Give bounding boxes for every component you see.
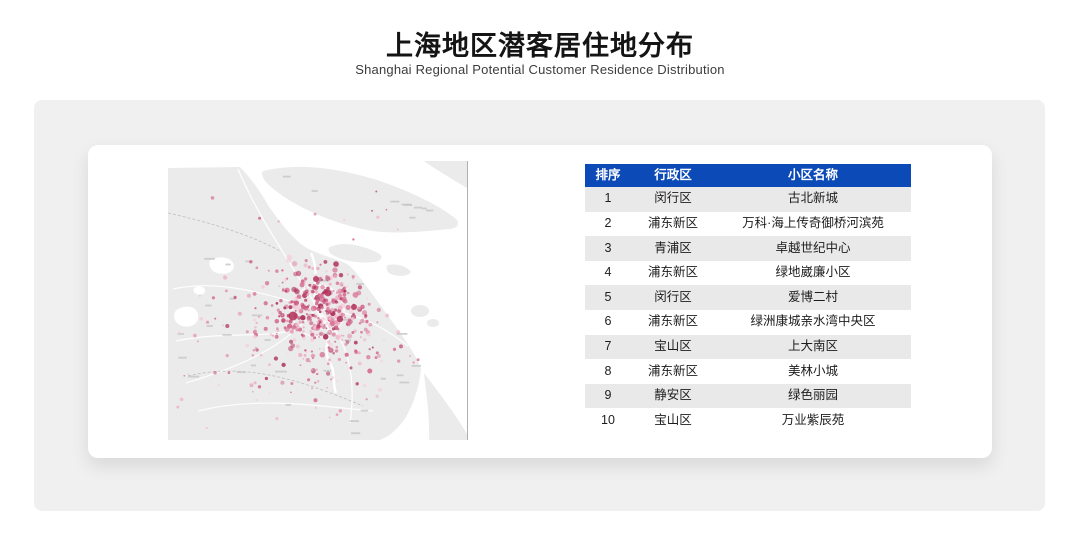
map-density-dots bbox=[176, 190, 420, 429]
table-cell: 6 bbox=[604, 314, 612, 329]
map-corner-island bbox=[424, 161, 467, 188]
map-changxing-island bbox=[328, 244, 382, 263]
map-chongming-island bbox=[261, 166, 458, 233]
table-cell: 浦东新区 bbox=[647, 314, 698, 329]
table-cell: 闵行区 bbox=[654, 191, 692, 206]
table-row: 3 青浦区 卓越世纪中心 bbox=[585, 236, 911, 261]
table-cell: 卓越世纪中心 bbox=[775, 240, 851, 255]
map-shoal bbox=[411, 305, 429, 317]
ranking-table: 排序 行政区 小区名称 1 闵行区 古北新城 2 浦东新区 万科·海上传奇御桥河滨苑 3 青浦区 卓越… bbox=[585, 164, 911, 433]
table-cell: 绿色丽园 bbox=[787, 388, 838, 403]
map-svg bbox=[168, 161, 467, 440]
table-header-cell: 小区名称 bbox=[787, 167, 838, 182]
table-cell: 浦东新区 bbox=[647, 363, 698, 378]
table-cell: 万业紫辰苑 bbox=[781, 412, 845, 427]
table-cell: 闵行区 bbox=[654, 289, 692, 304]
table-header-row: 排序 行政区 小区名称 bbox=[585, 164, 911, 187]
map-label-marks bbox=[177, 175, 434, 435]
table-row: 6 浦东新区 绿洲康城亲水湾中央区 bbox=[585, 310, 911, 335]
map-hengsha-island bbox=[386, 264, 411, 276]
table-cell: 1 bbox=[604, 191, 612, 206]
table-cell: 浦东新区 bbox=[647, 216, 698, 231]
page-subtitle: Shanghai Regional Potential Customer Res… bbox=[355, 62, 725, 77]
table-row: 1 闵行区 古北新城 bbox=[585, 187, 911, 212]
table-header-cell: 排序 bbox=[595, 167, 621, 182]
table-cell: 4 bbox=[604, 265, 612, 280]
table-row: 8 浦东新区 美林小城 bbox=[585, 359, 911, 384]
table-cell: 浦东新区 bbox=[647, 265, 698, 280]
table-cell: 静安区 bbox=[654, 388, 692, 403]
table-cell: 5 bbox=[604, 289, 612, 304]
table-cell: 绿地崴廉小区 bbox=[775, 265, 851, 280]
table-row: 9 静安区 绿色丽园 bbox=[585, 383, 911, 409]
map-lake bbox=[209, 257, 234, 274]
map-lake bbox=[193, 286, 206, 295]
table-cell: 绿洲康城亲水湾中央区 bbox=[750, 314, 876, 329]
table-cell: 古北新城 bbox=[787, 191, 838, 206]
page-title: 上海地区潜客居住地分布 bbox=[386, 31, 694, 61]
map-table-card: 排序 行政区 小区名称 1 闵行区 古北新城 2 浦东新区 万科·海上传奇御桥河滨苑 3 青浦区 卓越… bbox=[88, 145, 992, 458]
table-cell: 8 bbox=[604, 363, 612, 378]
content-panel: 排序 行政区 小区名称 1 闵行区 古北新城 2 浦东新区 万科·海上传奇御桥河滨苑 3 青浦区 卓越… bbox=[34, 100, 1045, 511]
table-cell: 宝山区 bbox=[654, 338, 692, 353]
table-cell: 2 bbox=[604, 216, 612, 231]
table-row: 4 浦东新区 绿地崴廉小区 bbox=[585, 261, 911, 286]
table-row: 7 宝山区 上大南区 bbox=[585, 334, 911, 360]
map-shoal bbox=[427, 319, 439, 327]
table-cell: 3 bbox=[604, 240, 612, 255]
map-coastal-wedge bbox=[424, 373, 467, 440]
map-lake bbox=[173, 306, 199, 327]
table-cell: 7 bbox=[604, 338, 612, 353]
shanghai-distribution-map bbox=[168, 161, 468, 440]
table-cell: 青浦区 bbox=[654, 240, 692, 255]
table-cell: 9 bbox=[604, 388, 612, 403]
table-row: 2 浦东新区 万科·海上传奇御桥河滨苑 bbox=[585, 212, 911, 237]
table-row: 5 闵行区 爱博二村 bbox=[585, 285, 911, 310]
map-rail-lines bbox=[168, 212, 364, 407]
table-cell: 爱博二村 bbox=[787, 289, 838, 304]
table-row: 10 宝山区 万业紫辰苑 bbox=[585, 408, 911, 433]
table-cell: 10 bbox=[601, 412, 615, 427]
table-cell: 美林小城 bbox=[787, 363, 838, 378]
table-header-cell: 行政区 bbox=[654, 167, 692, 182]
table-cell: 宝山区 bbox=[654, 412, 692, 427]
table-cell: 上大南区 bbox=[787, 338, 838, 353]
table-cell: 万科·海上传奇御桥河滨苑 bbox=[742, 216, 884, 231]
